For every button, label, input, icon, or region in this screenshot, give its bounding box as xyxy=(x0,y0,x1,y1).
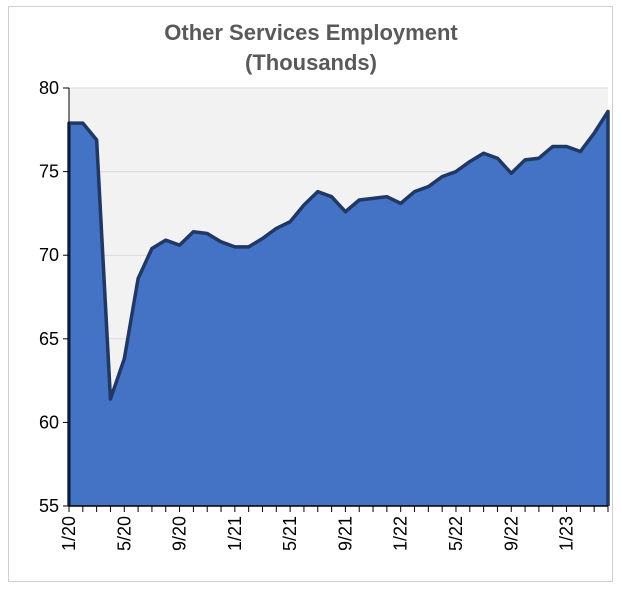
y-tick-label: 75 xyxy=(39,162,59,182)
x-axis-ticks: 1/20 5/20 9/20 1/21 5/21 9/21 1/22 5/22 9/22 1/23 xyxy=(59,506,609,551)
x-tick-label: 9/22 xyxy=(501,516,521,551)
chart-title-line2: (Thousands) xyxy=(245,50,377,75)
y-axis-ticks: 55 60 65 70 75 80 xyxy=(39,78,69,516)
axes xyxy=(68,88,608,507)
y-tick-label: 80 xyxy=(39,78,59,98)
x-tick-label: 9/21 xyxy=(335,516,355,551)
x-tick-label: 5/20 xyxy=(114,516,134,551)
y-tick-label: 55 xyxy=(39,496,59,516)
x-tick-label: 1/20 xyxy=(59,516,79,551)
chart-title-line1: Other Services Employment xyxy=(164,20,458,45)
x-tick-label: 1/21 xyxy=(225,516,245,551)
y-tick-label: 70 xyxy=(39,245,59,265)
y-tick-label: 65 xyxy=(39,329,59,349)
y-tick-label: 60 xyxy=(39,412,59,432)
x-tick-label: 1/22 xyxy=(391,516,411,551)
x-tick-label: 5/21 xyxy=(280,516,300,551)
x-tick-label: 5/22 xyxy=(446,516,466,551)
area-fill xyxy=(69,111,608,506)
x-tick-label: 9/20 xyxy=(170,516,190,551)
area-outline xyxy=(67,109,610,506)
x-tick-label: 1/23 xyxy=(557,516,577,551)
